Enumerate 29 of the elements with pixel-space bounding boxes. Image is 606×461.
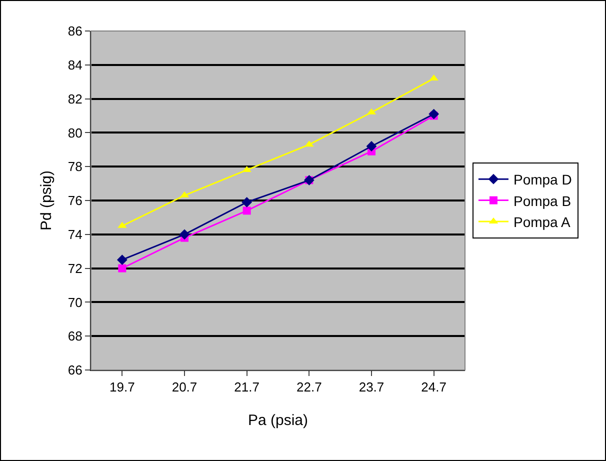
y-tick-label: 80 [68,125,82,140]
x-tick-label: 20.7 [172,380,198,395]
x-tick-label: 24.7 [421,380,446,395]
y-axis-title: Pd (psig) [38,170,55,231]
point [118,264,126,272]
x-tick-label: 22.7 [296,380,322,395]
point [179,229,190,240]
y-tick-label: 74 [68,226,82,242]
x-tick-label: 21.7 [234,380,260,395]
y-tick-label: 78 [68,159,82,174]
x-axis-title: Pa (psia) [248,412,308,429]
y-tick-label: 66 [68,362,82,378]
legend-label: Pompa A [513,214,571,230]
x-tick-label: 19.7 [110,380,135,395]
y-tick-label: 72 [68,260,82,276]
y-tick-label: 84 [68,57,82,72]
point [116,254,128,266]
point [428,108,440,120]
y-tick-label: 86 [68,24,82,39]
legend-label: Pompa D [513,172,572,188]
legend-label: Pompa B [513,192,572,209]
point [366,141,377,152]
point [242,206,251,215]
point [242,196,252,208]
y-tick-label: 82 [68,91,82,106]
x-tick-label: 23.7 [358,380,384,395]
y-tick-label: 76 [68,193,82,208]
y-tick-label: 70 [68,294,82,310]
y-tick-label: 68 [68,328,82,344]
